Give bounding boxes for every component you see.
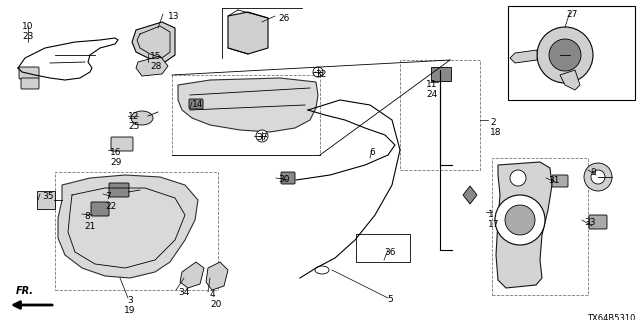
FancyBboxPatch shape xyxy=(21,78,39,89)
FancyBboxPatch shape xyxy=(281,172,295,184)
Polygon shape xyxy=(496,162,552,288)
Bar xyxy=(508,6,635,100)
Circle shape xyxy=(584,163,612,191)
Text: 2
18: 2 18 xyxy=(490,118,502,137)
Polygon shape xyxy=(180,262,204,288)
Text: 13: 13 xyxy=(168,12,179,21)
Text: TX64B5310: TX64B5310 xyxy=(587,314,635,320)
FancyBboxPatch shape xyxy=(37,191,55,209)
Text: 10
23: 10 23 xyxy=(22,22,34,41)
Text: 6: 6 xyxy=(369,148,375,157)
Circle shape xyxy=(256,130,268,142)
Text: 33: 33 xyxy=(584,218,595,227)
Text: 27: 27 xyxy=(566,10,578,19)
FancyBboxPatch shape xyxy=(111,137,133,151)
Circle shape xyxy=(313,67,323,77)
Text: 1
17: 1 17 xyxy=(488,210,499,229)
FancyBboxPatch shape xyxy=(109,183,129,197)
Text: 37: 37 xyxy=(256,133,268,142)
Text: 32: 32 xyxy=(315,70,326,79)
Text: 30: 30 xyxy=(278,175,289,184)
Text: 15
28: 15 28 xyxy=(150,52,161,71)
Text: 5: 5 xyxy=(387,295,393,304)
FancyBboxPatch shape xyxy=(589,215,607,229)
FancyBboxPatch shape xyxy=(431,67,451,81)
FancyBboxPatch shape xyxy=(19,67,39,79)
Text: 8
21: 8 21 xyxy=(84,212,95,231)
Bar xyxy=(492,158,588,295)
Polygon shape xyxy=(510,50,537,63)
Bar xyxy=(172,75,320,155)
Polygon shape xyxy=(132,22,175,62)
Text: 7
22: 7 22 xyxy=(105,192,116,211)
FancyBboxPatch shape xyxy=(189,99,203,109)
Text: 3
19: 3 19 xyxy=(124,296,136,315)
Bar xyxy=(356,234,410,262)
Polygon shape xyxy=(206,262,228,290)
Text: 36: 36 xyxy=(384,248,396,257)
Text: 34: 34 xyxy=(178,288,189,297)
Text: 26: 26 xyxy=(278,14,289,23)
Ellipse shape xyxy=(315,266,329,274)
Polygon shape xyxy=(58,175,198,278)
Text: FR.: FR. xyxy=(16,286,34,296)
Text: 16
29: 16 29 xyxy=(110,148,122,167)
Ellipse shape xyxy=(131,111,153,125)
Text: 4
20: 4 20 xyxy=(210,290,221,309)
Circle shape xyxy=(537,27,593,83)
Polygon shape xyxy=(178,78,318,132)
FancyBboxPatch shape xyxy=(91,202,109,216)
Text: 35: 35 xyxy=(42,192,54,201)
Circle shape xyxy=(505,205,535,235)
Circle shape xyxy=(495,195,545,245)
Bar xyxy=(400,60,480,170)
Polygon shape xyxy=(463,186,477,204)
Circle shape xyxy=(510,170,526,186)
Text: 11
24: 11 24 xyxy=(426,80,438,99)
Circle shape xyxy=(591,170,605,184)
Text: 9: 9 xyxy=(590,168,596,177)
Polygon shape xyxy=(560,70,580,90)
Text: 31: 31 xyxy=(548,176,559,185)
Polygon shape xyxy=(136,56,168,76)
Circle shape xyxy=(549,39,581,71)
Bar xyxy=(55,172,218,290)
Text: 14: 14 xyxy=(192,100,204,109)
Text: 12
25: 12 25 xyxy=(128,112,140,131)
FancyBboxPatch shape xyxy=(552,175,568,187)
Polygon shape xyxy=(228,12,268,54)
